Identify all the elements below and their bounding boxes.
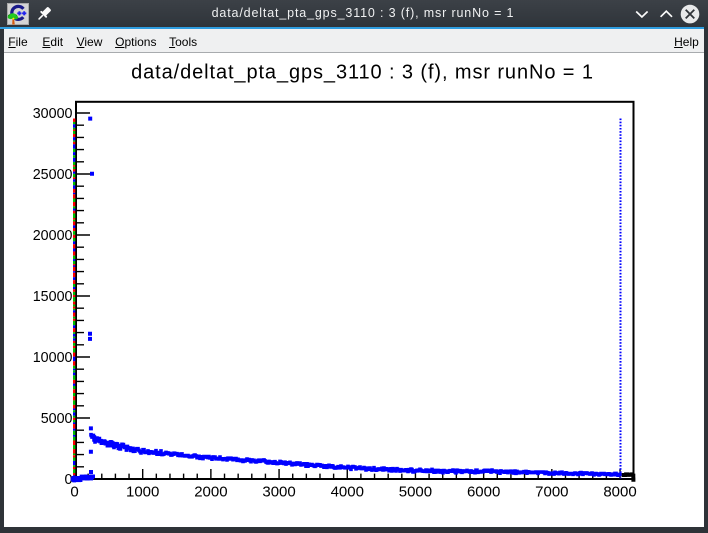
svg-text:5000: 5000 xyxy=(41,411,73,427)
svg-text:8000: 8000 xyxy=(603,483,636,500)
svg-text:10000: 10000 xyxy=(33,350,73,366)
svg-text:0: 0 xyxy=(65,472,73,488)
svg-text:1000: 1000 xyxy=(126,483,159,500)
svg-text:6000: 6000 xyxy=(467,483,500,500)
svg-text:data/deltat_pta_gps_3110 : 3 (: data/deltat_pta_gps_3110 : 3 (f), msr ru… xyxy=(131,62,594,84)
svg-text:30000: 30000 xyxy=(33,106,73,122)
svg-text:7000: 7000 xyxy=(535,483,568,500)
svg-text:25000: 25000 xyxy=(33,167,73,183)
svg-text:2000: 2000 xyxy=(194,483,227,500)
svg-text:20000: 20000 xyxy=(33,228,73,244)
svg-text:5000: 5000 xyxy=(399,483,432,500)
svg-text:0: 0 xyxy=(70,483,78,500)
svg-text:4000: 4000 xyxy=(331,483,364,500)
svg-text:3000: 3000 xyxy=(262,483,295,500)
svg-text:15000: 15000 xyxy=(33,289,73,305)
